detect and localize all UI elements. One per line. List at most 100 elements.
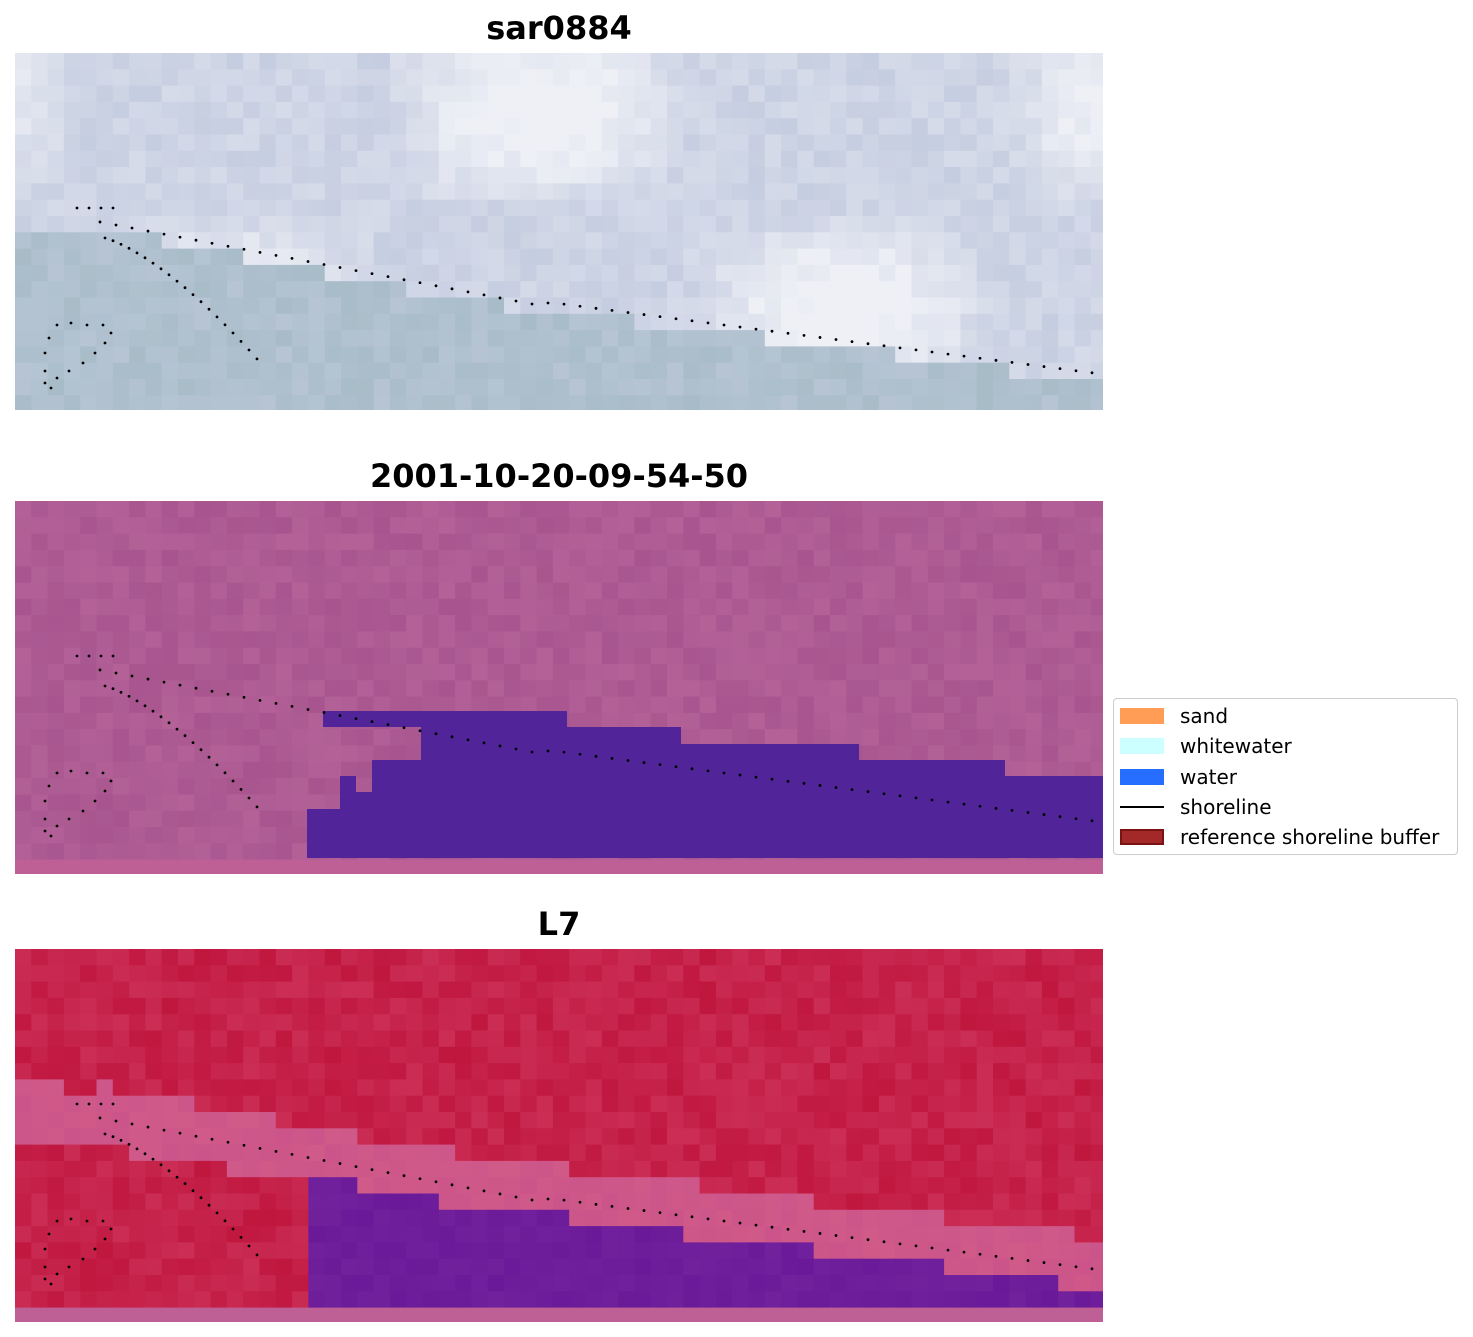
shoreline-point	[258, 698, 262, 702]
image-pixel	[960, 566, 978, 584]
image-pixel	[699, 981, 717, 999]
image-pixel	[1009, 1193, 1027, 1211]
image-pixel	[601, 134, 619, 152]
image-pixel	[259, 843, 277, 861]
image-pixel	[455, 1079, 472, 1097]
image-pixel	[764, 1242, 782, 1260]
image-pixel	[748, 264, 766, 282]
image-pixel	[781, 1275, 798, 1292]
image-pixel	[96, 859, 114, 874]
image-pixel	[520, 281, 538, 299]
image-pixel	[732, 1291, 750, 1309]
shoreline-point	[93, 799, 97, 803]
image-pixel	[112, 859, 130, 874]
image-pixel	[911, 712, 929, 730]
image-pixel	[31, 745, 49, 763]
image-pixel	[650, 216, 668, 233]
image-pixel	[585, 859, 603, 874]
image-pixel	[748, 1307, 766, 1322]
image-pixel	[226, 297, 244, 315]
image-pixel	[683, 101, 701, 119]
image-pixel	[1074, 232, 1092, 250]
image-pixel	[797, 379, 815, 396]
image-pixel	[357, 199, 375, 217]
image-pixel	[47, 395, 65, 410]
image-pixel	[764, 1095, 782, 1113]
image-pixel	[667, 395, 684, 410]
image-pixel	[813, 533, 831, 551]
image-pixel	[406, 1307, 424, 1322]
image-pixel	[275, 346, 293, 364]
image-pixel	[878, 281, 896, 299]
image-pixel	[993, 1193, 1010, 1211]
image-pixel	[944, 134, 961, 152]
image-pixel	[471, 566, 489, 584]
image-pixel	[1058, 1307, 1076, 1322]
image-pixel	[960, 1046, 978, 1064]
image-pixel	[471, 582, 489, 600]
image-pixel	[324, 794, 342, 812]
image-pixel	[210, 1275, 228, 1292]
image-pixel	[15, 1242, 32, 1260]
image-pixel	[308, 281, 326, 299]
image-pixel	[667, 1160, 684, 1178]
image-pixel	[341, 1193, 358, 1211]
image-pixel	[1058, 346, 1076, 364]
image-pixel	[210, 1291, 228, 1309]
image-pixel	[748, 1046, 766, 1064]
image-pixel	[715, 281, 733, 299]
image-pixel	[618, 248, 635, 266]
image-pixel	[585, 949, 603, 966]
image-pixel	[618, 216, 635, 233]
image-pixel	[178, 1209, 195, 1227]
image-pixel	[1009, 712, 1027, 730]
image-pixel	[683, 712, 701, 730]
image-pixel	[1074, 745, 1092, 763]
image-pixel	[504, 1177, 521, 1195]
image-pixel	[226, 778, 244, 795]
image-pixel	[895, 69, 913, 87]
image-pixel	[552, 281, 570, 299]
image-pixel	[667, 167, 684, 184]
image-pixel	[911, 1193, 929, 1211]
image-pixel	[732, 183, 750, 201]
image-pixel	[15, 1112, 32, 1129]
image-pixel	[520, 1014, 538, 1032]
image-pixel	[341, 664, 358, 681]
shoreline-point	[162, 232, 166, 236]
image-pixel	[797, 362, 815, 380]
image-pixel	[292, 1014, 309, 1032]
image-pixel	[1041, 362, 1059, 380]
image-pixel	[781, 1128, 798, 1146]
image-pixel	[1009, 1128, 1027, 1146]
image-pixel	[63, 183, 81, 201]
image-pixel	[993, 216, 1010, 233]
image-pixel	[1058, 297, 1076, 315]
image-pixel	[536, 1307, 554, 1322]
image-pixel	[324, 517, 342, 535]
image-pixel	[178, 549, 195, 567]
image-pixel	[210, 395, 228, 410]
image-pixel	[830, 582, 847, 600]
image-pixel	[80, 379, 98, 396]
image-pixel	[830, 264, 847, 282]
image-pixel	[536, 395, 554, 410]
image-pixel	[911, 264, 929, 282]
image-pixel	[862, 647, 880, 665]
image-pixel	[226, 615, 244, 632]
image-pixel	[47, 69, 65, 87]
image-pixel	[47, 778, 65, 795]
image-pixel	[536, 997, 554, 1015]
image-pixel	[552, 1258, 570, 1276]
shoreline-point	[914, 348, 918, 352]
image-pixel	[357, 53, 375, 70]
image-pixel	[259, 582, 277, 600]
image-pixel	[862, 118, 880, 136]
image-pixel	[406, 745, 424, 763]
image-pixel	[31, 167, 49, 184]
image-pixel	[210, 248, 228, 266]
image-pixel	[194, 501, 212, 518]
image-pixel	[112, 1046, 130, 1064]
image-pixel	[699, 362, 717, 380]
image-pixel	[552, 346, 570, 364]
